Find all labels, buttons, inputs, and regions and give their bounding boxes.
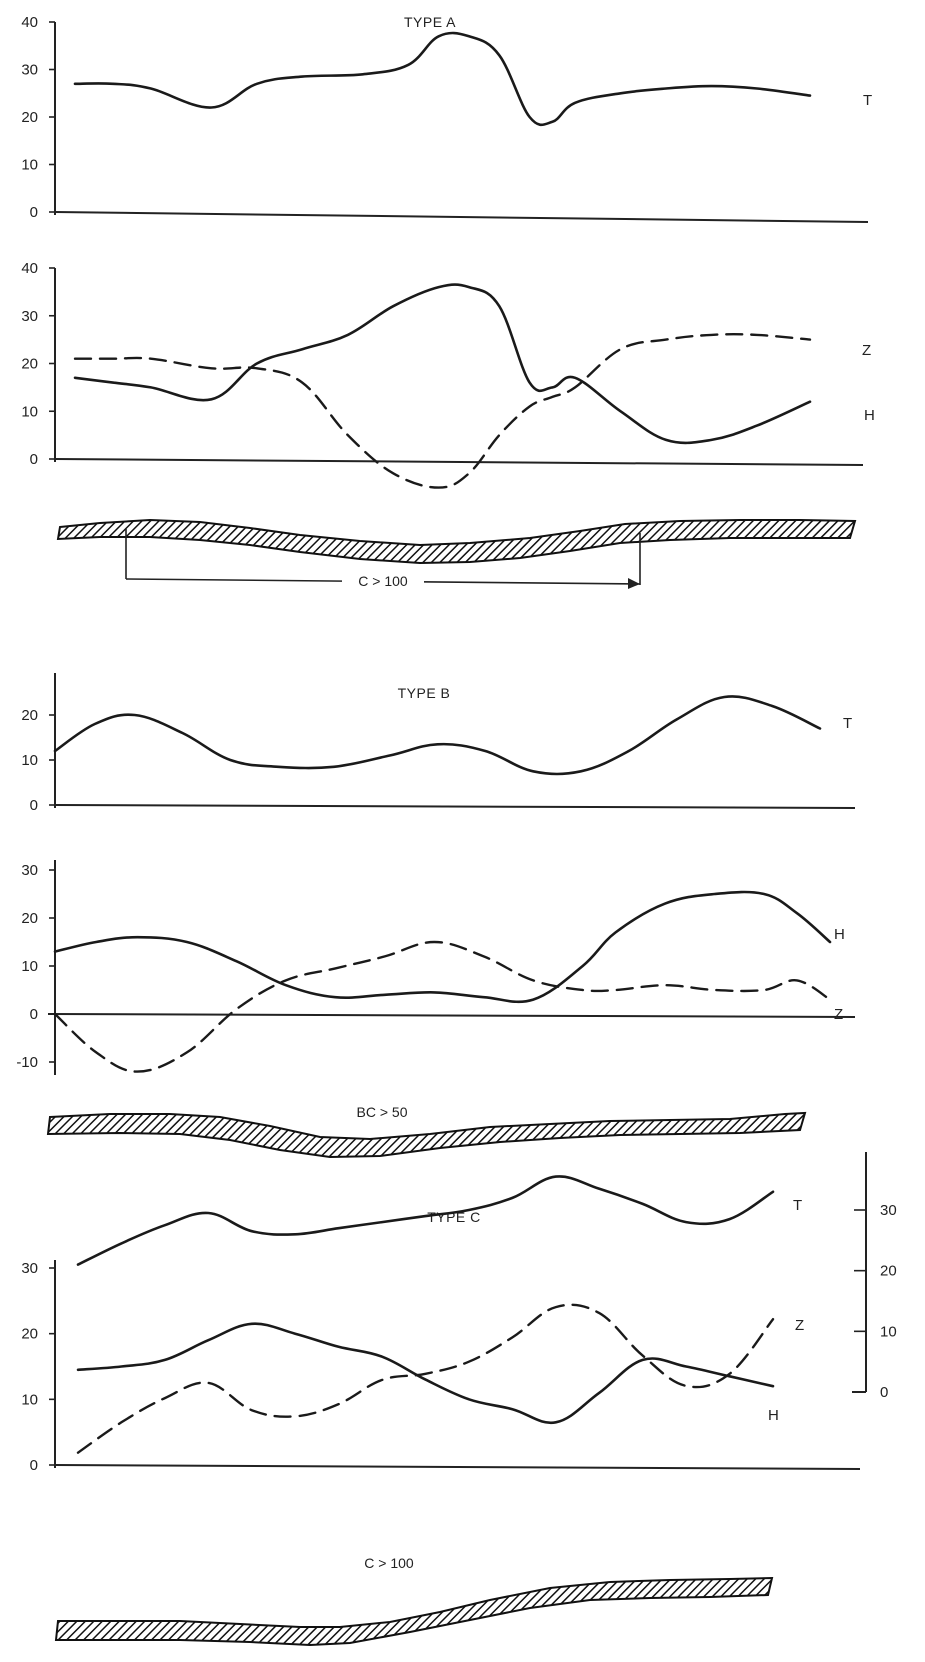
type-c-ground: C > 100 xyxy=(54,1555,774,1647)
y-tick-label: 40 xyxy=(21,14,38,31)
y-tick-label: 30 xyxy=(21,62,38,79)
type-b-bottom-y-ticks: -10 0 10 20 30 xyxy=(16,862,55,1071)
y-tick-label: 0 xyxy=(30,1006,38,1023)
y-tick-label: 10 xyxy=(21,1391,38,1408)
type-b-h-label: H xyxy=(834,926,845,943)
type-a-t-line xyxy=(73,31,812,127)
type-a-h-label: H xyxy=(864,407,875,424)
y-tick-label: 20 xyxy=(21,707,38,724)
type-c-ground-hatch xyxy=(54,1576,774,1647)
type-a-title: TYPE A xyxy=(404,14,456,30)
type-a-top-y-ticks: 0 10 20 30 40 xyxy=(21,14,55,221)
type-b-ground-hatch xyxy=(46,1111,807,1159)
type-c-t-label: T xyxy=(793,1197,802,1214)
type-c-z-label: Z xyxy=(795,1317,804,1334)
type-c-z-line xyxy=(76,1303,775,1454)
type-b-humidity-panel: -10 0 10 20 30 H Z xyxy=(16,860,856,1075)
y-tick-label: 10 xyxy=(21,157,38,174)
type-a-top-x-axis xyxy=(54,211,869,223)
type-c-left-y-ticks: 0 10 20 30 xyxy=(21,1260,55,1474)
type-b-h-line xyxy=(53,890,832,1004)
type-a-z-label: Z xyxy=(862,342,871,359)
y-tick-label: 10 xyxy=(880,1323,897,1340)
y-tick-label: 40 xyxy=(21,260,38,277)
type-a-bottom-y-ticks: 0 10 20 30 40 xyxy=(21,260,55,468)
type-b-temperature-panel: TYPE B 0 10 20 T xyxy=(21,673,856,814)
type-a-bottom-x-axis xyxy=(54,458,864,466)
type-c-ground-label: C > 100 xyxy=(364,1555,414,1571)
y-tick-label: 20 xyxy=(21,910,38,927)
y-tick-label: 30 xyxy=(880,1202,897,1219)
y-tick-label: 20 xyxy=(21,1326,38,1343)
y-tick-label: 10 xyxy=(21,958,38,975)
y-tick-label: 10 xyxy=(21,403,38,420)
type-a-dim-arrow xyxy=(628,578,640,589)
type-a-ground-label: C > 100 xyxy=(358,573,408,589)
type-b-z-line xyxy=(53,940,832,1073)
y-tick-label: 0 xyxy=(30,1457,38,1474)
y-tick-label: 20 xyxy=(880,1263,897,1280)
y-tick-label: 20 xyxy=(21,356,38,373)
type-b-ground-label: BC > 50 xyxy=(357,1104,408,1120)
type-b-title: TYPE B xyxy=(398,685,451,701)
type-a-ground: C > 100 xyxy=(56,518,857,590)
y-tick-label: 0 xyxy=(880,1384,888,1401)
y-tick-label: 10 xyxy=(21,752,38,769)
type-b-t-line xyxy=(53,695,822,776)
y-tick-label: 30 xyxy=(21,308,38,325)
type-c-right-y-ticks: 0 10 20 30 xyxy=(854,1202,897,1401)
y-tick-label: 0 xyxy=(30,451,38,468)
type-b-z-label: Z xyxy=(834,1006,843,1023)
y-tick-label: 0 xyxy=(30,797,38,814)
y-tick-label: 0 xyxy=(30,204,38,221)
type-b-top-y-ticks: 0 10 20 xyxy=(21,707,55,814)
type-c-h-line xyxy=(76,1322,775,1425)
type-a-humidity-panel: 0 10 20 30 40 Z H xyxy=(21,260,875,489)
type-a-t-label: T xyxy=(863,92,872,109)
type-a-ground-hatch xyxy=(56,518,857,565)
type-a-h-line xyxy=(73,283,812,445)
type-a-temperature-panel: TYPE A 0 10 20 30 40 T xyxy=(21,14,872,223)
y-tick-label: -10 xyxy=(16,1054,38,1071)
y-tick-label: 30 xyxy=(21,1260,38,1277)
type-c-h-label: H xyxy=(768,1407,779,1424)
y-tick-label: 20 xyxy=(21,109,38,126)
type-a-z-line xyxy=(73,333,812,489)
type-b-ground: BC > 50 xyxy=(46,1104,807,1159)
type-c-t-line xyxy=(76,1175,775,1266)
y-tick-label: 30 xyxy=(21,862,38,879)
type-c-x-axis xyxy=(54,1464,861,1470)
type-b-bottom-x-axis xyxy=(47,1013,856,1018)
type-b-top-x-axis xyxy=(54,804,856,809)
type-b-t-label: T xyxy=(843,715,852,732)
